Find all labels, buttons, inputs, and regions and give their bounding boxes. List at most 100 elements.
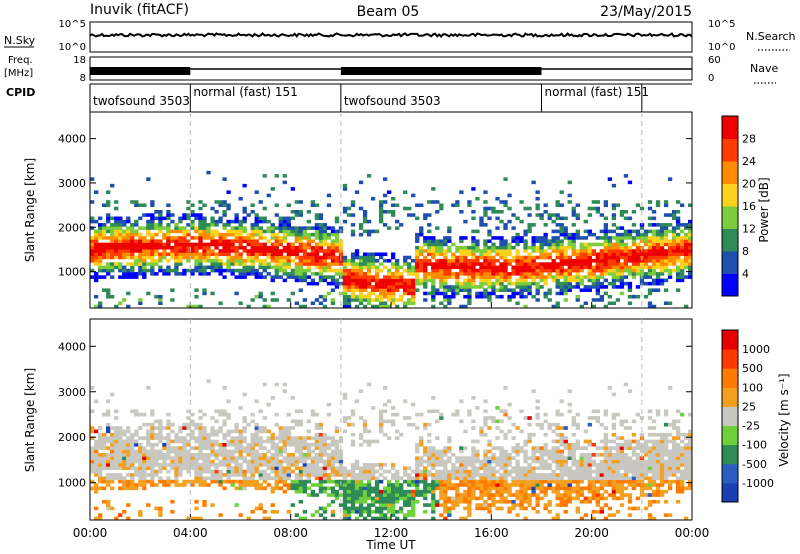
power-cell bbox=[190, 272, 195, 276]
velocity-cell bbox=[378, 412, 384, 417]
velocity-cell bbox=[102, 436, 107, 440]
nave-tick-top: 60 bbox=[708, 55, 721, 66]
velocity-cell bbox=[362, 516, 368, 521]
velocity-cell bbox=[358, 499, 364, 504]
velocity-cell bbox=[246, 446, 251, 450]
velocity-cell bbox=[330, 459, 336, 464]
power-cell bbox=[226, 268, 231, 273]
power-cell bbox=[102, 288, 107, 292]
power-cell bbox=[190, 223, 195, 227]
velocity-cell bbox=[519, 466, 524, 471]
power-cell bbox=[571, 278, 576, 283]
velocity-cell bbox=[258, 463, 263, 467]
velocity-cell bbox=[334, 449, 340, 454]
velocity-cell bbox=[547, 422, 552, 427]
power-cell bbox=[471, 259, 476, 263]
velocity-cell bbox=[262, 476, 267, 481]
power-cell bbox=[611, 229, 617, 234]
velocity-cell bbox=[439, 503, 444, 507]
velocity-cell bbox=[142, 476, 147, 481]
power-cell bbox=[286, 232, 291, 237]
power-cell bbox=[222, 203, 227, 208]
power-cell bbox=[555, 200, 560, 204]
power-cell bbox=[431, 239, 436, 243]
power-cell bbox=[286, 223, 291, 227]
power-cell bbox=[495, 294, 500, 299]
velocity-cell bbox=[158, 449, 163, 454]
velocity-cell bbox=[623, 493, 629, 497]
power-cell bbox=[218, 262, 223, 266]
velocity-cell bbox=[403, 513, 408, 517]
velocity-cell bbox=[615, 476, 621, 481]
power-cell bbox=[543, 262, 548, 266]
power-cell bbox=[511, 245, 516, 250]
power-cell bbox=[655, 223, 661, 227]
velocity-cell bbox=[162, 426, 167, 430]
velocity-cell bbox=[174, 483, 179, 487]
power-cell bbox=[358, 301, 364, 306]
velocity-cell bbox=[146, 456, 151, 460]
power-cell bbox=[138, 301, 143, 306]
velocity-cell bbox=[378, 419, 384, 424]
power-cell bbox=[122, 223, 127, 227]
power-cell bbox=[142, 268, 147, 273]
power-cell bbox=[679, 252, 685, 257]
power-cell bbox=[679, 278, 685, 283]
velocity-cell bbox=[587, 453, 592, 457]
velocity-cell bbox=[407, 473, 412, 477]
power-cell bbox=[310, 232, 316, 237]
power-cell bbox=[130, 242, 135, 247]
velocity-cell bbox=[166, 479, 171, 484]
velocity-cell bbox=[178, 436, 183, 440]
velocity-cell bbox=[222, 449, 227, 454]
power-cell bbox=[491, 242, 496, 247]
velocity-cell bbox=[186, 422, 191, 427]
power-cell bbox=[378, 203, 384, 208]
power-cell bbox=[322, 275, 328, 279]
power-cell bbox=[330, 281, 336, 286]
velocity-cell bbox=[246, 483, 251, 487]
power-cell bbox=[427, 213, 432, 217]
velocity-cell bbox=[571, 459, 576, 464]
power-cell bbox=[427, 200, 432, 204]
velocity-cell bbox=[603, 483, 609, 487]
power-cell bbox=[138, 232, 143, 237]
power-cell bbox=[595, 252, 600, 257]
velocity-cell bbox=[186, 426, 191, 430]
velocity-cell bbox=[495, 506, 500, 511]
velocity-cell bbox=[415, 479, 420, 484]
power-cell bbox=[294, 275, 299, 279]
velocity-cell bbox=[555, 489, 560, 494]
velocity-cell bbox=[354, 476, 360, 481]
velocity-cell bbox=[94, 456, 99, 460]
power-cell bbox=[675, 239, 681, 243]
power-cell bbox=[487, 232, 492, 237]
velocity-cell bbox=[419, 436, 424, 440]
power-cell bbox=[110, 226, 115, 230]
power-cell bbox=[202, 249, 207, 253]
power-cell bbox=[403, 206, 408, 211]
velocity-cell bbox=[366, 469, 372, 474]
velocity-cell bbox=[415, 469, 420, 474]
power-cell bbox=[134, 255, 139, 260]
power-cell bbox=[519, 219, 524, 224]
velocity-cell bbox=[166, 446, 171, 450]
velocity-cell bbox=[471, 453, 476, 457]
power-cell bbox=[202, 216, 207, 221]
velocity-cell bbox=[98, 453, 103, 457]
power-cell bbox=[391, 301, 396, 306]
power-cell bbox=[262, 252, 267, 257]
power-cell bbox=[659, 236, 665, 240]
velocity-cell bbox=[210, 429, 215, 434]
velocity-cell bbox=[419, 473, 424, 477]
velocity-cell bbox=[138, 459, 143, 464]
velocity-cell bbox=[334, 473, 340, 477]
power-cell bbox=[138, 216, 143, 221]
velocity-cell bbox=[459, 476, 464, 481]
velocity-cell bbox=[386, 469, 392, 474]
power-cell bbox=[314, 272, 320, 276]
power-cell bbox=[463, 255, 468, 260]
power-cell bbox=[158, 252, 163, 257]
power-cell bbox=[547, 252, 552, 257]
velocity-cell bbox=[611, 496, 617, 501]
